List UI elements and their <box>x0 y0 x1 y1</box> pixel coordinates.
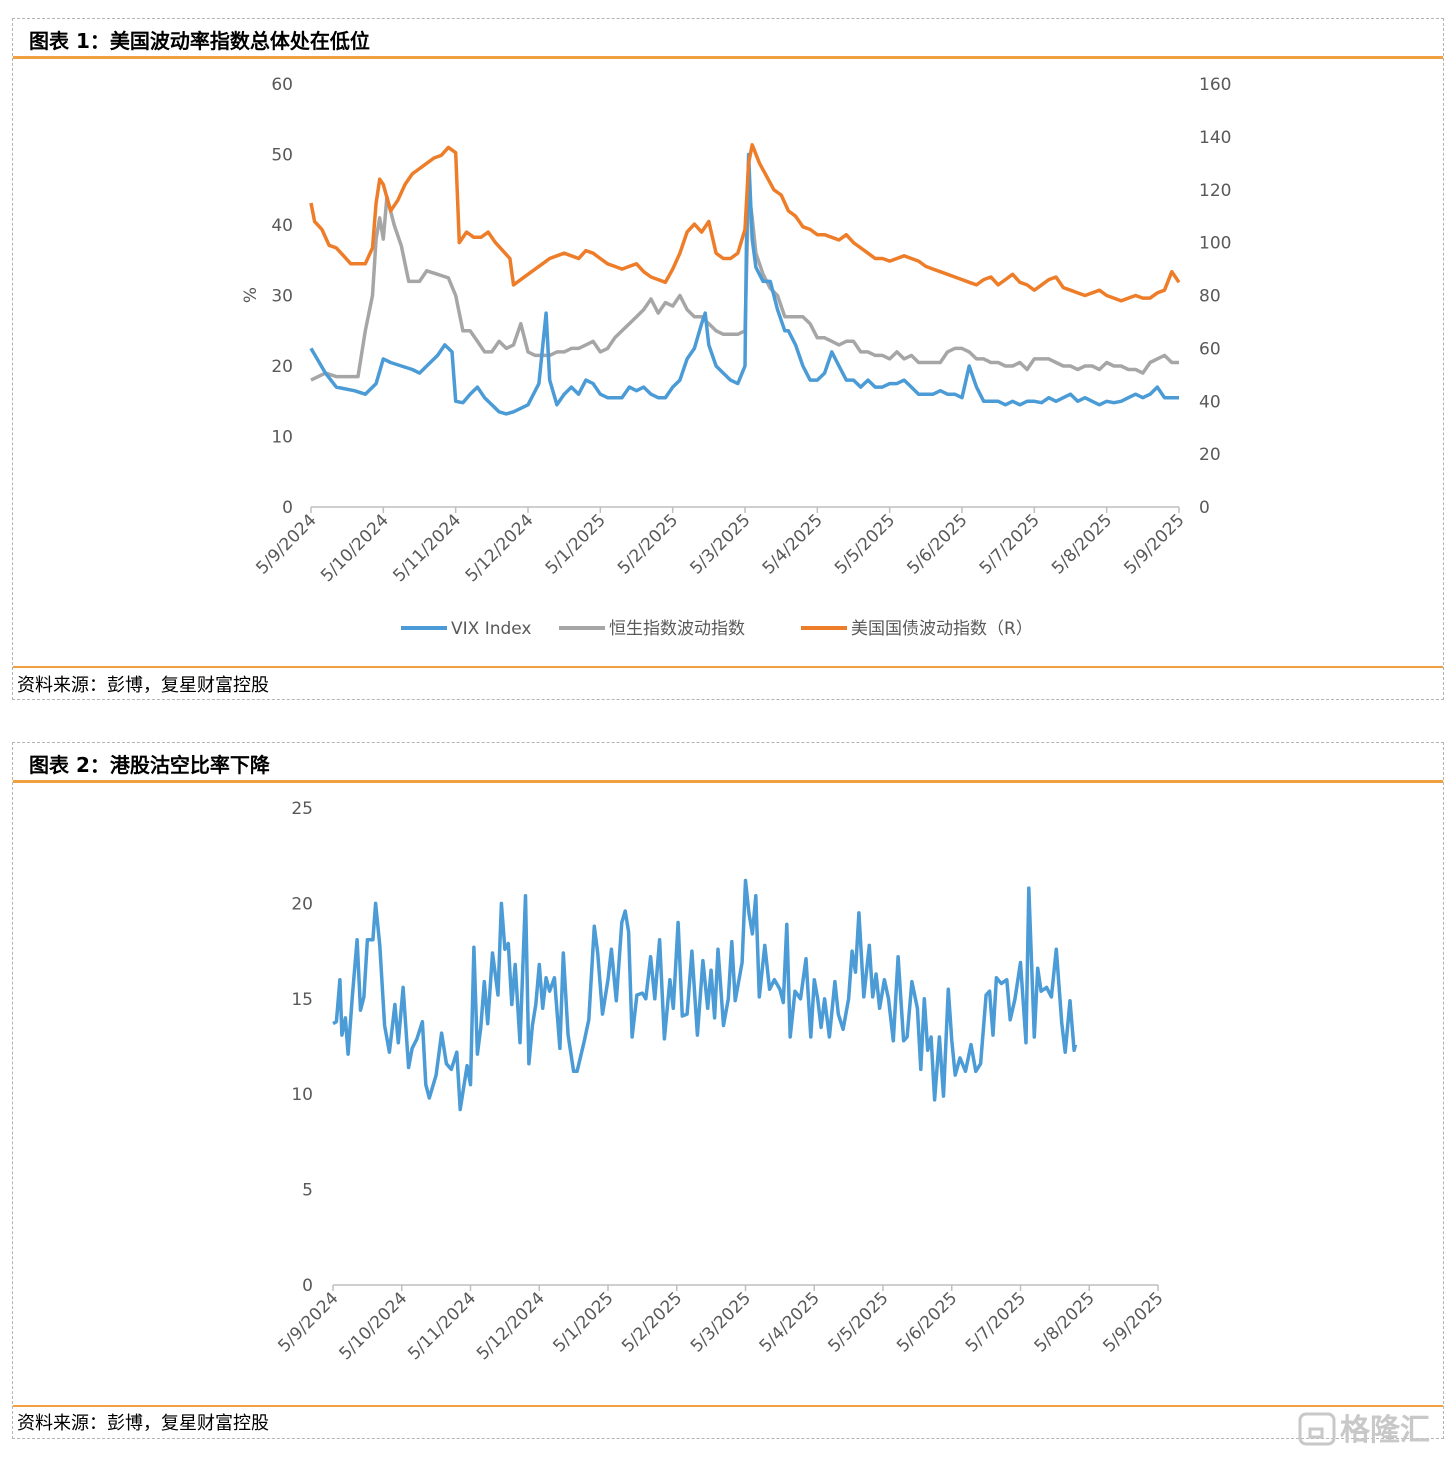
y-right-tick-label: 60 <box>1199 339 1221 359</box>
x-tick-label: 5/5/2025 <box>824 1288 892 1356</box>
chart1-source: 资料来源：彭博，复星财富控股 <box>17 675 269 696</box>
y-left-tick-label: 20 <box>271 357 293 377</box>
x-tick-label: 5/1/2025 <box>549 1288 617 1356</box>
x-tick-label: 5/4/2025 <box>756 1288 824 1356</box>
y-right-tick-label: 0 <box>1199 498 1210 518</box>
y-right-tick-label: 140 <box>1199 128 1231 148</box>
x-tick-label: 5/12/2024 <box>462 510 538 586</box>
series-line-0 <box>309 152 1179 416</box>
y-right-tick-label: 120 <box>1199 181 1231 201</box>
x-tick-label: 5/2/2025 <box>618 1288 686 1356</box>
legend-label: VIX Index <box>451 619 532 639</box>
y-left-axis-label: % <box>241 287 261 303</box>
x-tick-label: 5/11/2024 <box>389 510 465 586</box>
chart-panel-2: 图表 2：港股沽空比率下降 5/9/2024 5/10/2024 5/11/2024… <box>12 742 1444 1439</box>
x-tick-label: 5/11/2024 <box>404 1288 480 1364</box>
x-tick-label: 5/1/2025 <box>542 510 610 578</box>
y-right-tick-label: 20 <box>1199 445 1221 465</box>
x-tick-label: 5/9/2024 <box>252 510 320 578</box>
x-tick-label: 5/7/2025 <box>976 510 1044 578</box>
series-line <box>332 878 1078 1112</box>
title-divider <box>13 780 1443 783</box>
source-divider <box>13 1405 1443 1407</box>
y-tick-label: 5 <box>302 1181 313 1201</box>
legend-label: 美国国债波动指数（R） <box>851 619 1033 639</box>
y-tick-label: 20 <box>291 894 313 914</box>
x-tick-label: 5/12/2024 <box>473 1288 549 1364</box>
y-right-tick-label: 100 <box>1199 234 1231 254</box>
title-divider <box>13 56 1443 59</box>
source-divider <box>13 666 1443 668</box>
x-tick-label: 5/4/2025 <box>759 510 827 578</box>
x-tick-label: 5/3/2025 <box>687 1288 755 1356</box>
chart-panel-1: 图表 1：美国波动率指数总体处在低位 5/9/2024 5/10/2024 5/11… <box>12 18 1444 700</box>
y-tick-label: 15 <box>291 990 313 1010</box>
y-left-tick-label: 10 <box>271 428 293 448</box>
y-tick-label: 10 <box>291 1085 313 1105</box>
x-tick-label: 5/9/2025 <box>1120 510 1188 578</box>
y-left-tick-label: 50 <box>271 146 293 166</box>
watermark-icon <box>1298 1412 1336 1446</box>
y-left-tick-label: 30 <box>271 287 293 307</box>
chart1-title: 图表 1：美国波动率指数总体处在低位 <box>29 29 370 53</box>
y-right-tick-label: 160 <box>1199 75 1231 95</box>
chart2-title: 图表 2：港股沽空比率下降 <box>29 753 270 777</box>
x-tick-label: 5/3/2025 <box>686 510 754 578</box>
y-right-tick-label: 40 <box>1199 392 1221 412</box>
series-line-2 <box>309 143 1181 303</box>
x-tick-label: 5/10/2024 <box>317 510 393 586</box>
watermark-logo: 格隆汇 <box>1296 1408 1446 1448</box>
y-right-tick-label: 80 <box>1199 287 1221 307</box>
watermark-text: 格隆汇 <box>1340 1413 1430 1448</box>
x-tick-label: 5/10/2024 <box>336 1288 412 1364</box>
chart2-source: 资料来源：彭博，复星财富控股 <box>17 1413 269 1434</box>
y-tick-label: 25 <box>291 799 313 819</box>
x-tick-label: 5/9/2024 <box>274 1288 342 1356</box>
y-tick-label: 0 <box>302 1276 313 1296</box>
y-left-tick-label: 0 <box>282 498 293 518</box>
y-left-tick-label: 60 <box>271 75 293 95</box>
x-tick-label: 5/5/2025 <box>831 510 899 578</box>
x-tick-label: 5/7/2025 <box>962 1288 1030 1356</box>
y-left-tick-label: 40 <box>271 216 293 236</box>
legend-label: 恒生指数波动指数 <box>609 619 745 639</box>
x-tick-label: 5/8/2025 <box>1031 1288 1099 1356</box>
x-tick-label: 5/2/2025 <box>614 510 682 578</box>
x-tick-label: 5/8/2025 <box>1048 510 1116 578</box>
x-tick-label: 5/6/2025 <box>893 1288 961 1356</box>
x-tick-label: 5/9/2025 <box>1099 1288 1167 1356</box>
x-tick-label: 5/6/2025 <box>903 510 971 578</box>
